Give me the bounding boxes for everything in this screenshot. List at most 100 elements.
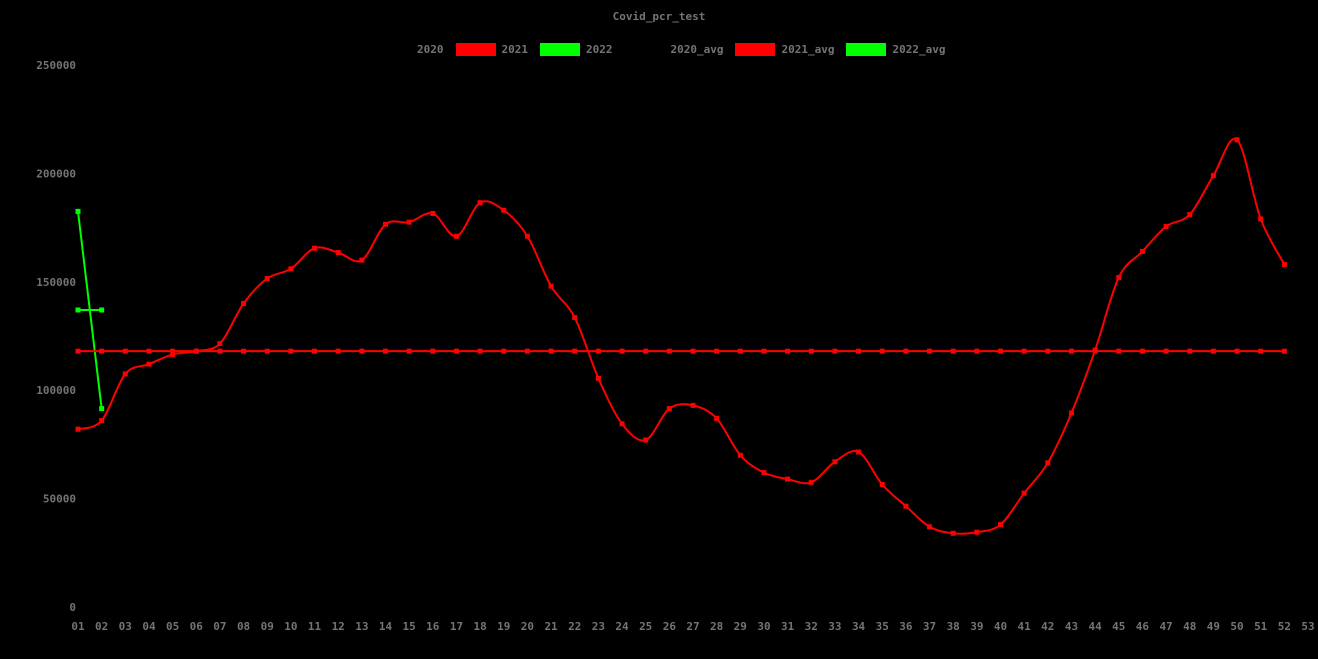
series-2021-marker [170, 351, 176, 357]
series-2021_avg-marker [1116, 348, 1122, 354]
series-2021-marker [785, 476, 791, 482]
x-tick-label: 19 [497, 620, 510, 633]
legend-item-2022-avg: 2022_avg [846, 43, 945, 56]
series-2021-marker [477, 200, 483, 206]
series-2021_avg-marker [879, 348, 885, 354]
x-axis-tick-labels: 01 02 03 04 05 06 07 08 09 10 11 12 13 14 15 16 17 18 19 20… [71, 620, 1314, 633]
x-tick-label: 07 [213, 620, 226, 633]
x-tick-label: 48 [1183, 620, 1196, 633]
series-2021_avg-marker [974, 348, 980, 354]
legend-swatch-2022-avg [846, 43, 887, 56]
x-tick-label: 36 [899, 620, 913, 633]
x-tick-label: 30 [757, 620, 770, 633]
x-tick-label: 21 [544, 620, 558, 633]
x-tick-label: 27 [686, 620, 699, 633]
series-2021_avg-marker [1092, 348, 1098, 354]
series-2021-marker [359, 257, 365, 263]
series-2021-marker [1187, 212, 1193, 218]
legend-label-2022: 2022 [586, 43, 613, 56]
x-tick-label: 08 [237, 620, 250, 633]
legend: 2020 2021 2022 2020_avg 2021_avg 2022_av… [371, 42, 957, 57]
x-tick-label: 17 [450, 620, 463, 633]
legend-item-2022: 2022 [540, 43, 613, 56]
x-tick-label: 53 [1301, 620, 1314, 633]
x-tick-label: 23 [592, 620, 605, 633]
series-2021-marker [1045, 460, 1051, 466]
series-2021_avg-marker [170, 348, 176, 354]
series-2021-marker [619, 421, 625, 427]
series-2021_avg-marker [1234, 348, 1240, 354]
x-tick-label: 10 [284, 620, 297, 633]
series-2021-marker [856, 449, 862, 455]
series-2021-marker [406, 219, 412, 225]
chart-title: Covid_pcr_test [612, 10, 706, 23]
series-2021_avg-marker [288, 348, 294, 354]
series-2021_avg-marker [1139, 348, 1145, 354]
series-2021-marker [808, 479, 814, 485]
series-2021-marker [1068, 410, 1074, 416]
x-tick-label: 14 [379, 620, 393, 633]
x-tick-label: 01 [71, 620, 85, 633]
series-2021-marker [1210, 173, 1216, 179]
series-2021-marker [548, 283, 554, 289]
y-tick-label: 250000 [36, 59, 76, 72]
series-2021_avg-marker [193, 348, 199, 354]
series-2021-line [77, 137, 1286, 535]
x-tick-label: 16 [426, 620, 440, 633]
series-2021_avg-marker [406, 348, 412, 354]
series-2021_avg-marker [856, 348, 862, 354]
series-2021_avg-marker [1045, 348, 1051, 354]
series-2021-marker [643, 437, 649, 443]
legend-item-2020-avg: 2020_avg [624, 43, 723, 56]
x-tick-label: 03 [119, 620, 132, 633]
series-2021_avg-marker [430, 348, 436, 354]
series-2021-marker [312, 245, 318, 251]
series-2021_avg-marker [1187, 348, 1193, 354]
x-tick-label: 05 [166, 620, 179, 633]
series-2021_avg-marker [761, 348, 767, 354]
series-2021-marker [761, 470, 767, 476]
x-tick-label: 51 [1254, 620, 1268, 633]
x-tick-label: 18 [473, 620, 486, 633]
x-tick-label: 33 [828, 620, 841, 633]
series-2022-marker [75, 208, 81, 214]
series-2021-marker [335, 250, 341, 256]
series-2021-marker [217, 341, 223, 347]
series-2021_avg-marker [785, 348, 791, 354]
x-tick-label: 28 [710, 620, 723, 633]
series-2021 [75, 137, 1287, 536]
series-2021-marker [1234, 137, 1240, 143]
x-tick-label: 34 [852, 620, 866, 633]
legend-label-2022-avg: 2022_avg [892, 43, 946, 56]
x-tick-label: 12 [332, 620, 345, 633]
x-tick-label: 32 [805, 620, 818, 633]
x-tick-label: 47 [1159, 620, 1172, 633]
series-2021_avg [75, 348, 1287, 354]
x-tick-label: 13 [355, 620, 368, 633]
x-tick-label: 20 [521, 620, 534, 633]
series-2021_avg-marker [241, 348, 247, 354]
legend-label-2021: 2021 [501, 43, 529, 56]
y-tick-label: 100000 [36, 384, 76, 397]
legend-swatch-2020-avg [624, 43, 665, 56]
series-2021-marker [974, 529, 980, 535]
series-2021-marker [879, 482, 885, 488]
series-2021_avg-marker [998, 348, 1003, 354]
series-2021-marker [1281, 261, 1287, 267]
series-2021_avg-marker [548, 348, 554, 354]
x-tick-label: 46 [1136, 620, 1150, 633]
series-2021_avg-marker [524, 348, 530, 354]
series-2022_avg-marker [99, 307, 105, 313]
x-tick-label: 37 [923, 620, 936, 633]
series-2021_avg-marker [501, 348, 507, 354]
x-tick-label: 39 [970, 620, 983, 633]
series-2021_avg-marker [643, 348, 649, 354]
series-2021_avg-marker [359, 348, 365, 354]
series-2021_avg-marker [666, 348, 672, 354]
legend-item-2021-avg: 2021_avg [735, 43, 834, 56]
series-2021_avg-marker [595, 348, 601, 354]
series-2022_avg-marker [75, 307, 81, 313]
series-2021-marker [572, 315, 578, 321]
x-tick-label: 24 [615, 620, 629, 633]
